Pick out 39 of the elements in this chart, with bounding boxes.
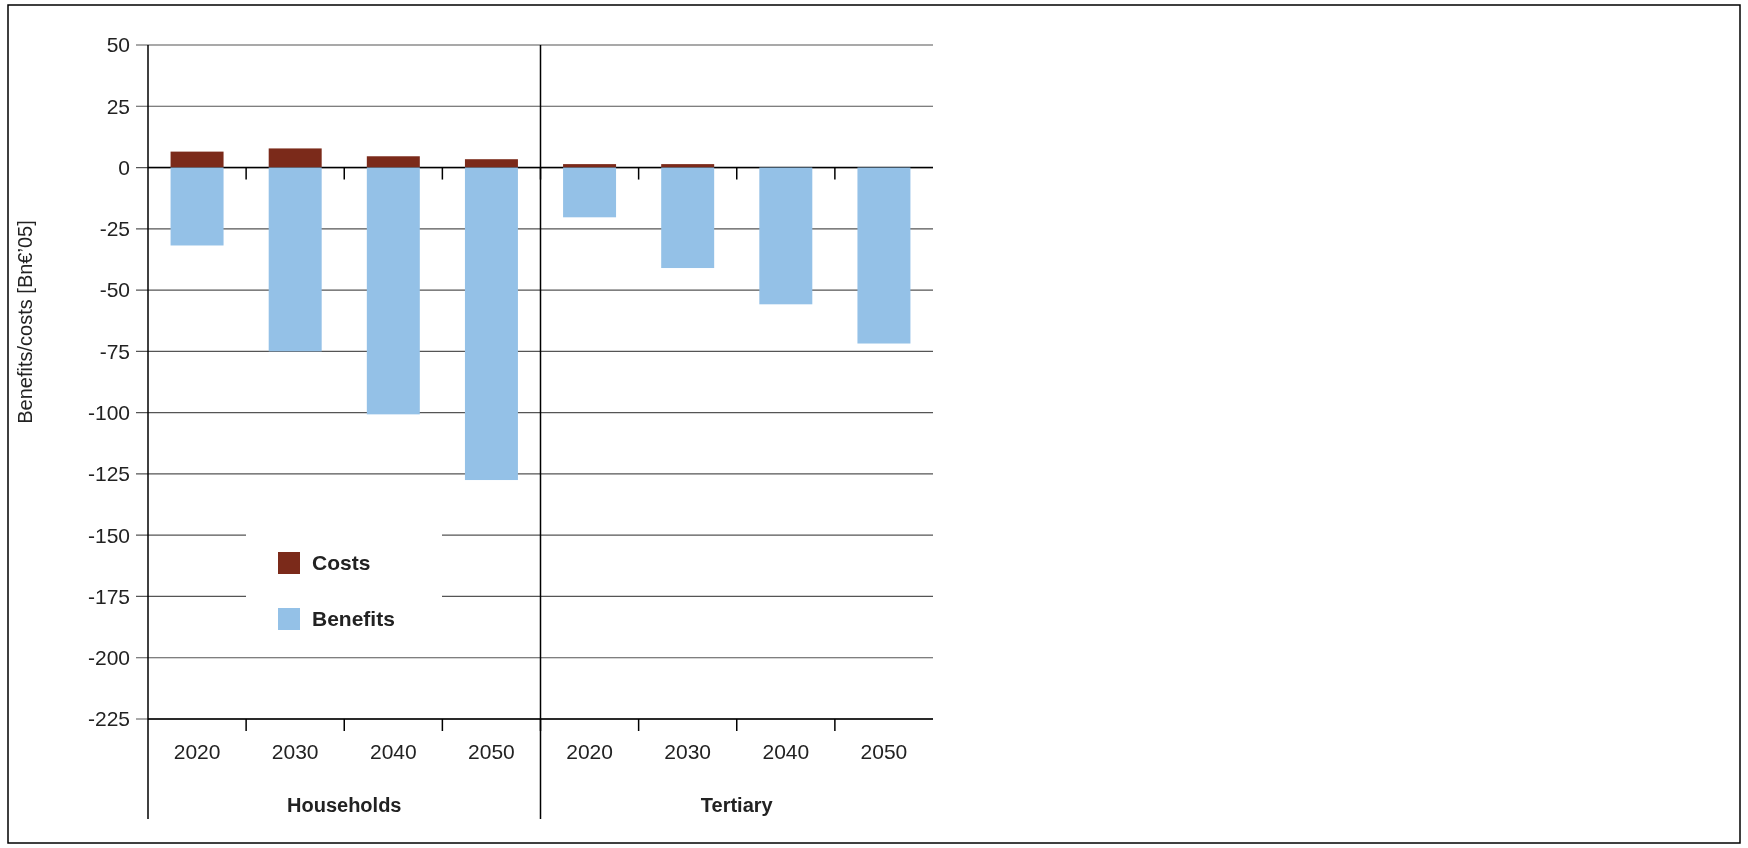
bar: [170, 151, 224, 168]
legend-label: Benefits: [312, 607, 395, 631]
bar: [170, 167, 224, 246]
bar: [268, 167, 322, 352]
bar: [268, 148, 322, 168]
y-axis-title: Benefits/costs [Bn€’05]: [14, 220, 36, 424]
y-tick-label: -50: [99, 278, 130, 302]
y-tick-label: -200: [87, 646, 130, 670]
y-tick-label: -125: [87, 462, 130, 486]
x-tick-label: 2030: [271, 740, 319, 764]
bar: [661, 167, 715, 269]
bar: [563, 164, 617, 168]
bar: [759, 167, 813, 305]
x-tick-label: 2050: [468, 740, 515, 764]
y-tick-label: -150: [87, 523, 130, 547]
bar: [464, 159, 518, 168]
x-tick-label: 2030: [664, 740, 712, 764]
y-tick-label: 0: [118, 155, 130, 179]
x-tick-label: 2040: [369, 740, 417, 764]
y-tick-label: -175: [87, 584, 130, 608]
bar: [464, 167, 518, 481]
x-tick-label: 2050: [860, 740, 908, 764]
y-tick-label: -225: [87, 707, 130, 731]
x-tick-label: 2020: [173, 740, 221, 764]
bar: [857, 167, 911, 344]
bar: [366, 156, 420, 168]
y-tick-label: -25: [99, 217, 130, 241]
bar: [366, 167, 420, 415]
y-tick-label: -100: [87, 400, 130, 424]
text: Tertiary: [700, 794, 774, 816]
y-tick-label: -75: [99, 339, 130, 363]
x-tick-label: 2020: [566, 740, 613, 764]
x-tick-label: 2040: [762, 740, 810, 764]
y-tick-label: 25: [106, 94, 130, 118]
legend-label: Costs: [312, 551, 371, 575]
bar: [661, 164, 715, 168]
text: Households: [287, 794, 402, 816]
y-tick-label: 50: [106, 33, 130, 57]
bar: [563, 167, 617, 218]
